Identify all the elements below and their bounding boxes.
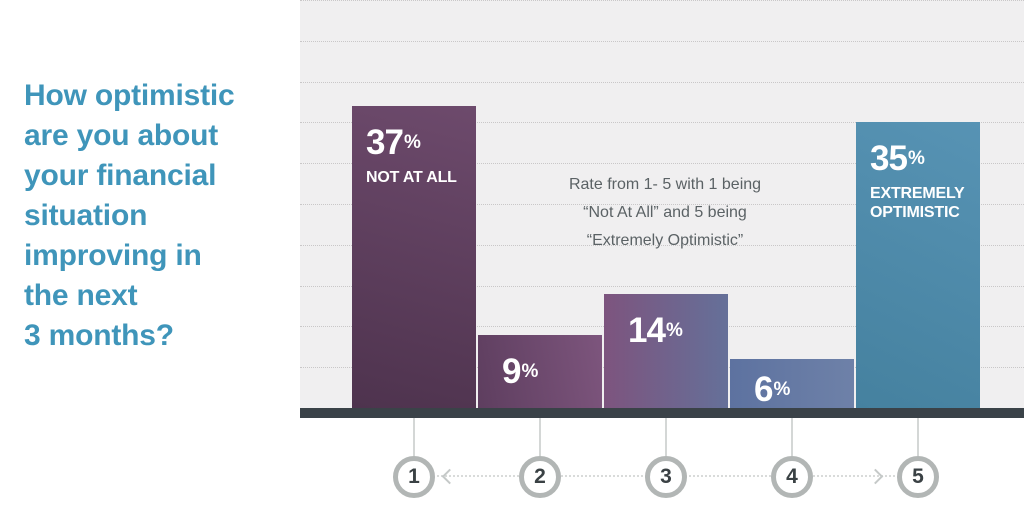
bar-1: 37% NOT AT ALL: [352, 106, 476, 408]
gridline: [300, 0, 1024, 1]
question-title-line: How optimistic: [24, 79, 235, 112]
percent-sign: %: [521, 360, 539, 382]
scale-point-1: 1: [393, 456, 435, 498]
bar-caption: EXTREMELY OPTIMISTIC: [870, 185, 965, 221]
question-title-line: are you about: [24, 119, 219, 152]
gridline: [300, 163, 1024, 164]
scale-point-label: 1: [408, 465, 420, 488]
question-title-line: improving in: [24, 239, 202, 272]
arrow-right-icon: [867, 468, 884, 485]
question-title: How optimistic are you about your financia…: [24, 76, 294, 356]
bar-value-label: 37% NOT AT ALL: [352, 106, 476, 187]
tick-connector-line: [791, 418, 793, 456]
bar-value-label: 14%: [604, 294, 728, 348]
scale-point-4: 4: [771, 456, 813, 498]
annotation-line: “Not At All” and 5 being: [583, 204, 747, 221]
annotation-line: Rate from 1- 5 with 1 being: [568, 176, 762, 193]
bar-value: 14: [628, 311, 666, 350]
bar-value: 6: [754, 370, 773, 409]
bar-5: 35% EXTREMELY OPTIMISTIC: [856, 122, 980, 408]
x-axis-line: [300, 408, 1024, 418]
scale-point-label: 4: [786, 465, 798, 488]
question-title-line: your financial: [24, 159, 217, 192]
scale-point-label: 5: [912, 465, 924, 488]
bar-value: 9: [502, 352, 521, 391]
arrow-left-icon: [441, 468, 458, 485]
bar-value-label: 6%: [730, 359, 854, 407]
question-title-line: the next: [24, 279, 138, 312]
gridline: [300, 204, 1024, 205]
tick-connector-line: [539, 418, 541, 456]
scale-point-5: 5: [897, 456, 939, 498]
scale-point-label: 3: [660, 465, 672, 488]
scale-point-3: 3: [645, 456, 687, 498]
bar-caption: NOT AT ALL: [366, 169, 457, 186]
gridline: [300, 286, 1024, 287]
bar-4: 6%: [730, 359, 854, 408]
bar-value-label: 9%: [478, 335, 602, 389]
gridline: [300, 122, 1024, 123]
tick-connector-line: [413, 418, 415, 456]
gridline: [300, 82, 1024, 83]
tick-connector-line: [665, 418, 667, 456]
percent-sign: %: [907, 147, 925, 169]
tick-connector-line: [917, 418, 919, 456]
percent-sign: %: [773, 378, 791, 400]
bar-value: 37: [366, 123, 404, 162]
percent-sign: %: [665, 319, 683, 341]
bar-2: 9%: [478, 335, 602, 408]
gridline: [300, 245, 1024, 246]
question-title-line: situation: [24, 199, 148, 232]
question-title-line: 3 months?: [24, 319, 174, 352]
bar-value-label: 35% EXTREMELY OPTIMISTIC: [856, 122, 980, 222]
scale-point-label: 2: [534, 465, 546, 488]
gridline: [300, 41, 1024, 42]
bar-value: 35: [870, 139, 908, 178]
bar-3: 14%: [604, 294, 728, 408]
scale-point-2: 2: [519, 456, 561, 498]
percent-sign: %: [403, 131, 421, 153]
rating-scale-note: Rate from 1- 5 with 1 being “Not At All” …: [495, 171, 835, 255]
annotation-line: “Extremely Optimistic”: [586, 232, 744, 249]
